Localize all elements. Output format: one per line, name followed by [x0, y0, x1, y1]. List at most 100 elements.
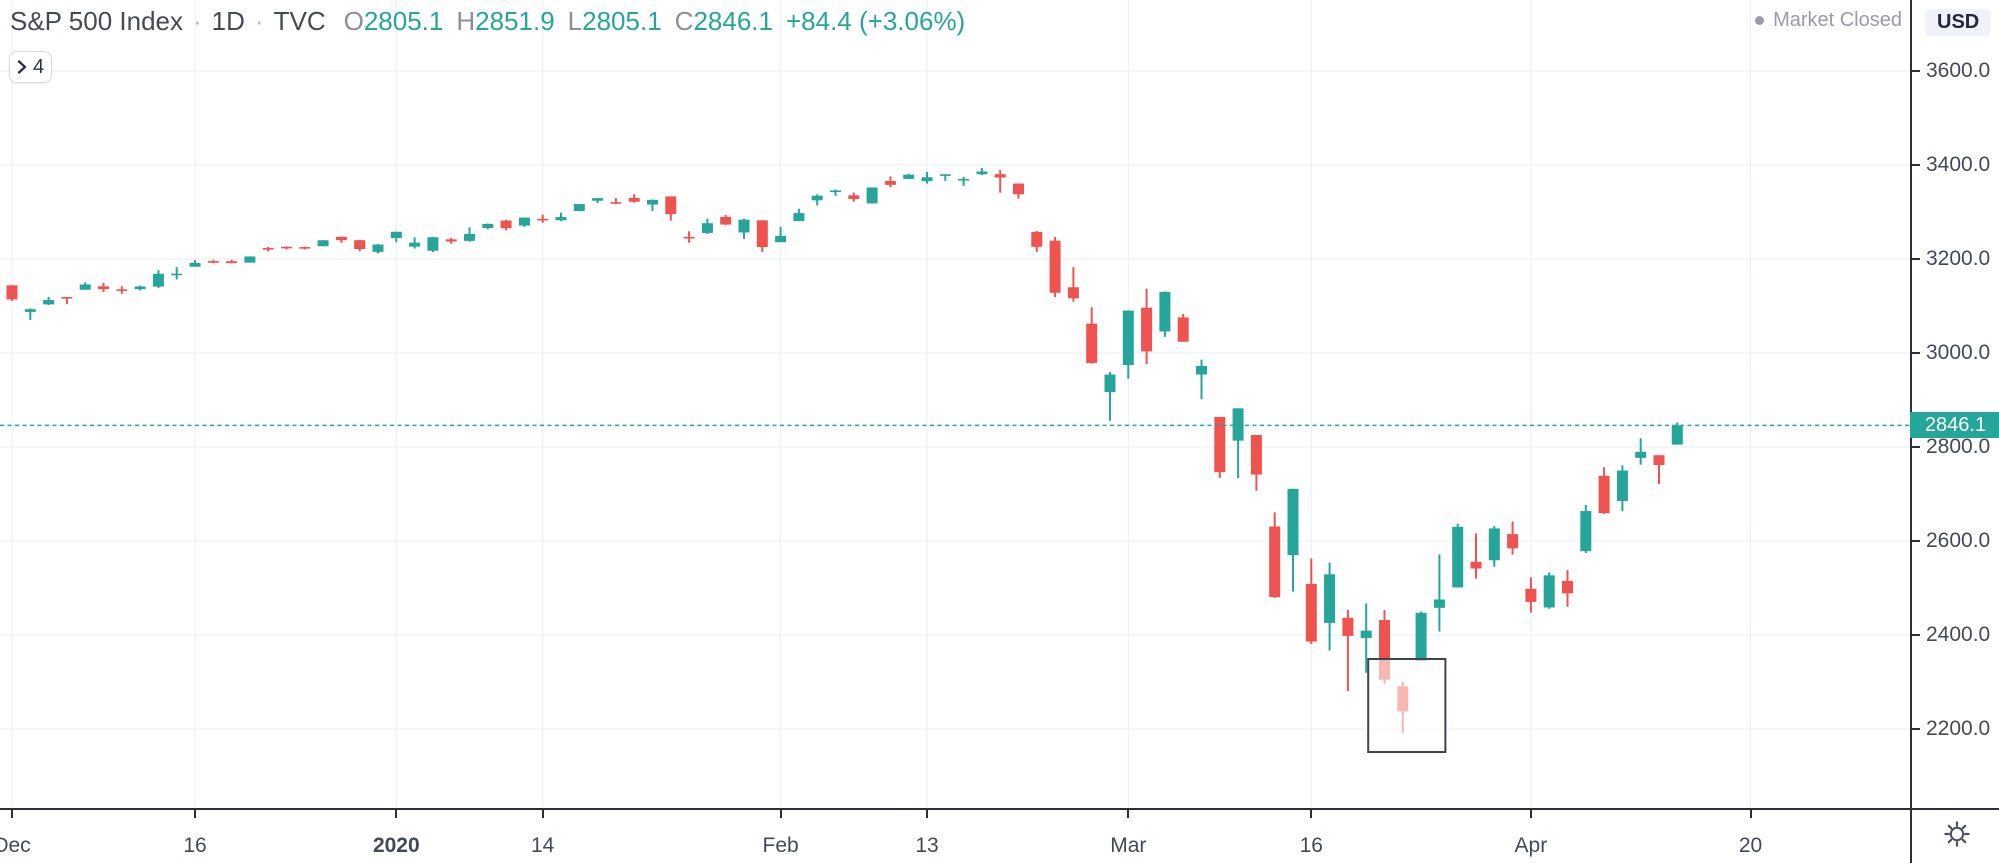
candle-2020-04-06	[1580, 504, 1592, 553]
time-axis-label: Dec	[0, 834, 31, 857]
candle-2019-12-17	[207, 259, 219, 264]
candle-2020-02-13	[921, 172, 933, 184]
candle-2020-03-04	[1159, 291, 1171, 337]
candle-2019-12-05	[61, 296, 73, 305]
chart-canvas[interactable]	[0, 0, 1910, 808]
candle-2020-02-07	[848, 192, 860, 202]
high-label: H	[456, 6, 476, 36]
exchange-label[interactable]: TVC	[273, 6, 326, 36]
tick-mark	[926, 810, 928, 818]
candle-2019-12-30	[354, 239, 366, 252]
candle-2020-02-04	[793, 208, 805, 222]
currency-button[interactable]: USD	[1925, 9, 1992, 36]
market-status: Market Closed	[1755, 9, 1902, 32]
tick-mark	[395, 810, 398, 818]
interval-label[interactable]: 1D	[211, 6, 245, 36]
open-label: O	[343, 6, 364, 36]
candle-2020-02-28	[1104, 371, 1116, 421]
candle-2019-12-06	[79, 282, 91, 290]
tick-mark	[1912, 540, 1920, 542]
candle-2019-12-04	[43, 296, 55, 305]
candle-2020-03-03	[1141, 288, 1153, 364]
rectangle-drawing[interactable]	[1367, 657, 1447, 754]
candle-2020-01-24	[665, 196, 677, 221]
price-axis-label: 2400.0	[1926, 623, 1991, 646]
candle-2020-03-09	[1214, 416, 1226, 478]
candle-2020-01-17	[592, 197, 604, 204]
candle-2020-02-21	[1013, 183, 1024, 199]
price-axis-label: 2200.0	[1926, 717, 1991, 740]
tick-mark	[1912, 258, 1920, 260]
candle-2020-01-07	[445, 237, 457, 244]
candle-2020-01-10	[500, 219, 512, 231]
candle-2020-02-14	[939, 174, 951, 181]
candle-2020-02-20	[994, 170, 1006, 193]
candle-2020-04-14	[1671, 422, 1683, 445]
candle-2020-01-06	[427, 237, 439, 253]
candle-2020-04-13	[1653, 455, 1665, 485]
candle-2020-03-05	[1177, 313, 1189, 342]
tick-mark	[1912, 728, 1920, 730]
drawings-count: 4	[32, 55, 45, 78]
candle-2020-03-27	[1470, 533, 1482, 579]
candle-2020-01-15	[555, 212, 567, 222]
open-value: 2805.1	[363, 6, 444, 36]
candle-2020-01-31	[756, 220, 768, 253]
settings-gear-icon[interactable]	[1942, 819, 1972, 854]
close-value: 2846.1	[693, 6, 773, 36]
candle-2020-01-28	[701, 218, 713, 234]
low-value: 2805.1	[582, 6, 662, 36]
candle-2020-03-25	[1433, 554, 1445, 632]
candle-2019-12-18	[226, 259, 238, 264]
candle-2019-12-02	[6, 285, 18, 301]
change-value: +84.4 (+3.06%)	[785, 6, 966, 36]
candle-2020-04-03	[1562, 570, 1573, 607]
candle-2020-03-19	[1360, 603, 1372, 673]
candle-2020-01-16	[573, 203, 585, 212]
tick-mark	[1749, 810, 1752, 818]
chevron-right-icon	[17, 60, 27, 74]
candle-2020-03-31	[1507, 521, 1519, 555]
price-axis[interactable]: USD 2846.1 3600.0 3400.0 3200.0 3000.0 2800.…	[1910, 0, 1999, 863]
tick-mark	[1912, 634, 1920, 636]
candle-2020-01-23	[647, 199, 658, 212]
candle-2020-03-24	[1415, 611, 1427, 662]
separator-dot: ·	[193, 6, 202, 36]
grid-layer	[0, 0, 1910, 808]
candle-2020-03-17	[1324, 562, 1336, 651]
time-axis[interactable]: Dec 16 2020 14 Feb 13 Mar 16 Apr 20	[0, 808, 1999, 863]
tick-mark	[779, 810, 782, 818]
time-axis-label: 2020	[372, 834, 420, 857]
candle-2020-03-16	[1305, 558, 1317, 644]
candle-2020-02-06	[830, 189, 841, 196]
candle-2020-02-18	[958, 176, 970, 186]
candle-2019-12-27	[335, 236, 347, 243]
candle-2019-12-24	[299, 246, 311, 250]
candle-2019-12-16	[189, 260, 201, 267]
candle-2019-12-10	[116, 286, 128, 294]
status-dot-icon	[1755, 16, 1765, 25]
candle-2019-12-23	[281, 246, 292, 250]
time-axis-label: 14	[531, 834, 555, 857]
candle-2020-02-24	[1031, 230, 1043, 253]
candle-2019-12-09	[98, 283, 109, 292]
candle-2019-12-26	[317, 240, 329, 247]
tick-mark	[1912, 352, 1920, 354]
candle-2020-01-09	[482, 223, 494, 230]
object-tree-button[interactable]: 4	[9, 51, 52, 83]
candle-2019-12-12	[152, 270, 164, 288]
price-axis-label: 3000.0	[1926, 341, 1991, 364]
candle-2020-01-08	[464, 227, 475, 242]
price-axis-label: 3400.0	[1926, 153, 1991, 176]
symbol-title[interactable]: S&P 500 Index	[10, 6, 183, 36]
candles-layer	[6, 168, 1683, 733]
chart-legend: S&P 500 Index · 1D · TVC O 2805.1 H 2851…	[10, 6, 965, 37]
tick-mark	[1912, 164, 1920, 166]
candle-2020-02-10	[866, 187, 878, 204]
candle-2020-04-01	[1525, 577, 1537, 613]
candle-2020-04-09	[1635, 438, 1647, 465]
time-axis-label: 16	[183, 834, 207, 857]
separator-dot: ·	[254, 6, 264, 36]
candle-2020-04-08	[1616, 465, 1628, 512]
